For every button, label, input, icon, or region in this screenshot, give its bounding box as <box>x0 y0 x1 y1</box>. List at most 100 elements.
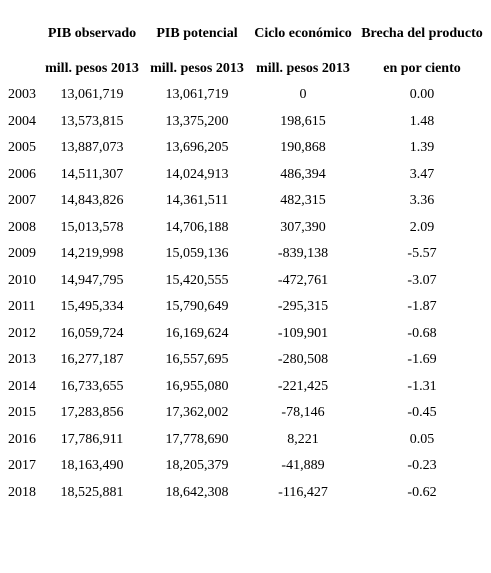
cell-brecha-producto: -1.87 <box>407 299 437 314</box>
cell-pib-potencial: 17,778,690 <box>165 431 229 447</box>
cell-brecha-producto: -1.31 <box>407 378 437 394</box>
header-pib-potencial: PIB potencial <box>156 26 238 41</box>
cell-pib-potencial: 15,059,136 <box>165 246 229 261</box>
cell-pib-potencial: 13,061,719 <box>165 87 229 102</box>
cell-ciclo-economico: -295,315 <box>277 299 329 314</box>
table-row: 2015 17,283,856 17,362,002 -78,146 -0.45 <box>0 405 491 425</box>
cell-pib-observado: 13,887,073 <box>60 140 124 155</box>
cell-pib-observado: 16,277,187 <box>60 352 124 367</box>
header-pib-observado: PIB observado <box>47 26 137 41</box>
cell-year: 2005 <box>8 140 36 155</box>
table-row: 2006 14,511,307 14,024,913 486,394 3.47 <box>0 167 491 187</box>
cell-brecha-producto: 1.48 <box>409 113 435 129</box>
table-row: 2010 14,947,795 15,420,555 -472,761 -3.07 <box>0 273 491 293</box>
cell-brecha-producto: -0.68 <box>407 325 437 341</box>
table-row: 2016 17,786,911 17,778,690 8,221 0.05 <box>0 432 491 452</box>
cell-year: 2013 <box>8 352 36 367</box>
cell-year: 2015 <box>8 405 36 420</box>
cell-brecha-producto: -0.62 <box>407 484 437 500</box>
cell-pib-potencial: 17,362,002 <box>165 405 229 420</box>
table-row: 2012 16,059,724 16,169,624 -109,901 -0.68 <box>0 326 491 346</box>
cell-year: 2009 <box>8 246 36 261</box>
cell-ciclo-economico: -472,761 <box>277 272 329 288</box>
table-row: 2007 14,843,826 14,361,511 482,315 3.36 <box>0 193 491 213</box>
cell-ciclo-economico: 8,221 <box>287 431 319 447</box>
cell-year: 2016 <box>8 431 36 447</box>
cell-pib-observado: 16,059,724 <box>60 325 124 341</box>
cell-pib-observado: 14,511,307 <box>60 166 124 182</box>
cell-brecha-producto: -5.57 <box>407 246 437 261</box>
cell-brecha-producto: -0.45 <box>407 405 437 420</box>
cell-pib-potencial: 15,790,649 <box>165 299 229 314</box>
header-unit-brecha: en por ciento <box>383 61 461 76</box>
cell-pib-potencial: 14,361,511 <box>165 193 229 208</box>
cell-pib-observado: 14,219,998 <box>60 246 124 261</box>
cell-ciclo-economico: 0 <box>299 87 307 102</box>
cell-year: 2017 <box>8 458 36 473</box>
cell-year: 2011 <box>8 299 36 314</box>
cell-ciclo-economico: -280,508 <box>277 352 329 367</box>
cell-pib-observado: 14,843,826 <box>60 193 124 208</box>
cell-year: 2010 <box>8 272 36 288</box>
cell-pib-observado: 13,061,719 <box>60 87 124 102</box>
cell-year: 2003 <box>8 87 36 102</box>
cell-pib-potencial: 16,557,695 <box>165 352 229 367</box>
cell-brecha-producto: -0.23 <box>407 458 437 473</box>
cell-pib-observado: 16,733,655 <box>60 378 124 394</box>
cell-brecha-producto: -1.69 <box>407 352 437 367</box>
cell-brecha-producto: 1.39 <box>409 140 435 155</box>
cell-brecha-producto: 0.00 <box>409 87 435 102</box>
cell-pib-potencial: 16,955,080 <box>165 378 229 394</box>
header-unit-potencial: mill. pesos 2013 <box>150 61 244 76</box>
table-row: 2017 18,163,490 18,205,379 -41,889 -0.23 <box>0 458 491 478</box>
header-unit-ciclo: mill. pesos 2013 <box>256 61 350 76</box>
cell-ciclo-economico: -41,889 <box>281 458 325 473</box>
cell-pib-potencial: 15,420,555 <box>165 272 229 288</box>
cell-pib-observado: 15,495,334 <box>60 299 124 314</box>
cell-ciclo-economico: -116,427 <box>278 484 328 500</box>
cell-ciclo-economico: 307,390 <box>280 219 326 235</box>
cell-brecha-producto: 3.36 <box>409 193 435 208</box>
cell-pib-observado: 15,013,578 <box>60 219 124 235</box>
table-row: 2009 14,219,998 15,059,136 -839,138 -5.57 <box>0 246 491 266</box>
cell-pib-observado: 18,525,881 <box>60 484 124 500</box>
cell-pib-observado: 14,947,795 <box>60 272 124 288</box>
cell-brecha-producto: 0.05 <box>409 431 435 447</box>
cell-year: 2008 <box>8 219 36 235</box>
cell-pib-potencial: 16,169,624 <box>165 325 229 341</box>
header-unit-observado: mill. pesos 2013 <box>45 61 139 76</box>
cell-pib-potencial: 13,375,200 <box>165 113 229 129</box>
cell-year: 2018 <box>8 484 36 500</box>
cell-year: 2004 <box>8 113 36 129</box>
table-row: 2003 13,061,719 13,061,719 0 0.00 <box>0 87 491 107</box>
cell-ciclo-economico: 198,615 <box>280 113 326 129</box>
cell-pib-potencial: 13,696,205 <box>165 140 229 155</box>
table-row: 2018 18,525,881 18,642,308 -116,427 -0.62 <box>0 485 491 505</box>
cell-ciclo-economico: 482,315 <box>280 193 326 208</box>
cell-pib-observado: 17,786,911 <box>60 431 124 447</box>
header-ciclo-economico: Ciclo económico <box>254 26 352 41</box>
cell-brecha-producto: -3.07 <box>407 272 437 288</box>
cell-pib-observado: 17,283,856 <box>60 405 124 420</box>
table-row: 2013 16,277,187 16,557,695 -280,508 -1.69 <box>0 352 491 372</box>
cell-pib-potencial: 14,024,913 <box>165 166 229 182</box>
cell-ciclo-economico: 486,394 <box>280 166 326 182</box>
cell-ciclo-economico: -109,901 <box>277 325 329 341</box>
cell-ciclo-economico: -78,146 <box>281 405 325 420</box>
table-row: 2008 15,013,578 14,706,188 307,390 2.09 <box>0 220 491 240</box>
cell-year: 2006 <box>8 166 36 182</box>
table-row: 2005 13,887,073 13,696,205 190,868 1.39 <box>0 140 491 160</box>
cell-ciclo-economico: -839,138 <box>277 246 329 261</box>
cell-brecha-producto: 2.09 <box>409 219 435 235</box>
cell-pib-potencial: 14,706,188 <box>165 219 229 235</box>
cell-ciclo-economico: 190,868 <box>280 140 326 155</box>
cell-brecha-producto: 3.47 <box>409 166 435 182</box>
cell-year: 2014 <box>8 378 36 394</box>
table-row: 2014 16,733,655 16,955,080 -221,425 -1.31 <box>0 379 491 399</box>
cell-pib-potencial: 18,205,379 <box>165 458 229 473</box>
cell-pib-potencial: 18,642,308 <box>165 484 229 500</box>
header-brecha-producto: Brecha del producto <box>361 26 483 41</box>
cell-year: 2012 <box>8 325 36 341</box>
cell-year: 2007 <box>8 193 36 208</box>
cell-ciclo-economico: -221,425 <box>277 378 329 394</box>
